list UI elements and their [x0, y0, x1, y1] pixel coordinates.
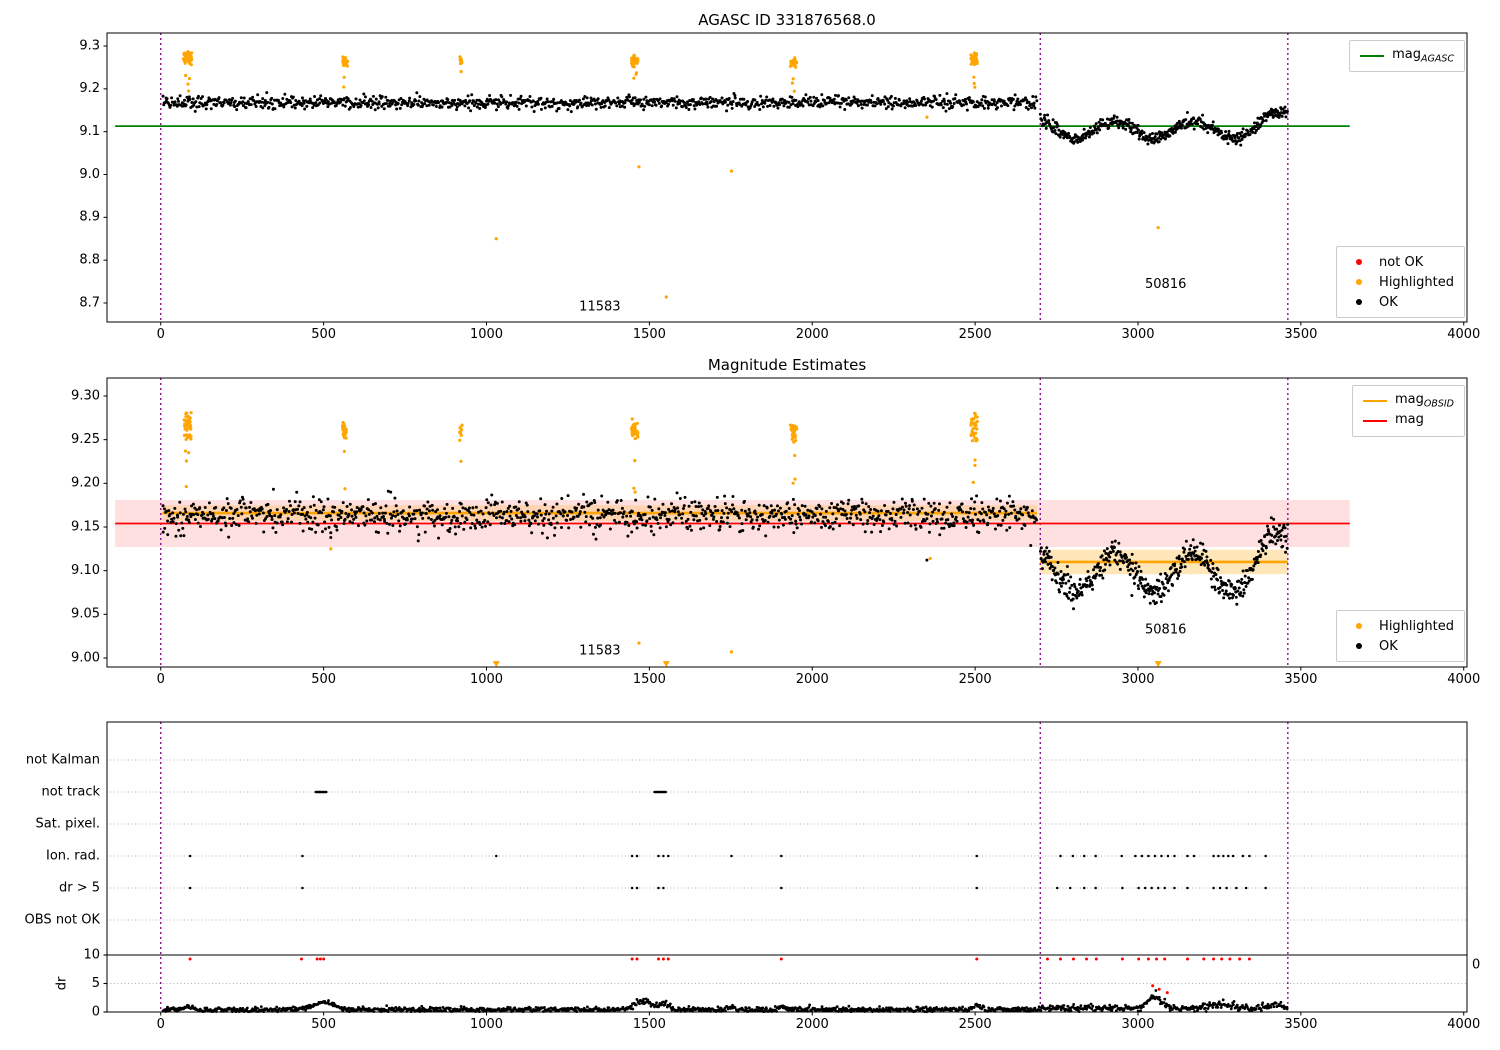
legend-mid-markers: Highlighted OK: [1336, 610, 1465, 662]
legend-label: magOBSID: [1395, 392, 1454, 410]
legend-mid-lines: magOBSID mag: [1351, 385, 1465, 437]
legend-item: magAGASC: [1360, 46, 1454, 66]
black-dot-swatch-icon: [1356, 299, 1363, 305]
legend-label-main: mag: [1392, 47, 1421, 63]
top-plot-title: AGASC ID 331876568.0: [698, 11, 876, 29]
legend-label: Highlighted: [1379, 274, 1454, 290]
legend-item: mag: [1362, 411, 1454, 431]
legend-label: mag: [1395, 412, 1424, 430]
legend-item: not OK: [1347, 252, 1454, 272]
legend-item: OK: [1347, 636, 1454, 656]
legend-label-main: mag: [1394, 392, 1424, 408]
legend-item: OK: [1347, 292, 1454, 312]
legend-label-main: mag: [1394, 412, 1424, 428]
legend-mag-agasc: magAGASC: [1349, 40, 1465, 72]
red-line-swatch-icon: [1362, 420, 1387, 422]
middle-plot-title: Magnitude Estimates: [707, 356, 867, 374]
orange-dot-swatch-icon: [1356, 279, 1363, 285]
legend-label-sub: AGASC: [1420, 53, 1454, 65]
orange-line-swatch-icon: [1362, 400, 1387, 402]
legend-label-sub: OBSID: [1423, 398, 1454, 410]
legend-label: Highlighted: [1379, 618, 1454, 634]
legend-item: Highlighted: [1347, 272, 1454, 292]
legend-item: magOBSID: [1362, 391, 1454, 411]
legend-top-markers: not OK Highlighted OK: [1336, 246, 1465, 318]
black-dot-swatch-icon: [1356, 643, 1363, 649]
orange-dot-swatch-icon: [1356, 623, 1363, 629]
legend-label: OK: [1379, 294, 1398, 310]
legend-label: not OK: [1379, 254, 1424, 270]
red-dot-swatch-icon: [1356, 259, 1363, 265]
legend-label: magAGASC: [1392, 47, 1454, 65]
legend-label: OK: [1379, 638, 1398, 654]
legend-item: Highlighted: [1347, 616, 1454, 636]
green-line-swatch-icon: [1360, 55, 1385, 57]
